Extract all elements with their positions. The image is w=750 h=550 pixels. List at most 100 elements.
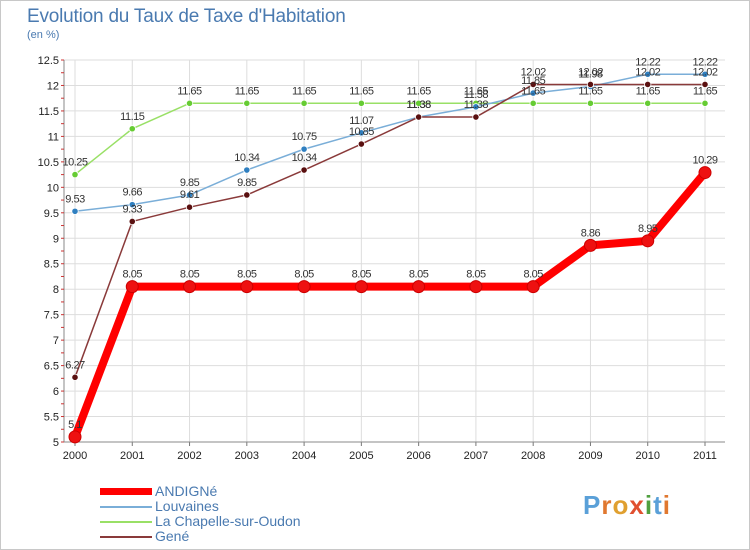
data-label: 11.38 <box>464 99 489 111</box>
data-point <box>243 191 251 199</box>
data-label: 11.65 <box>177 85 202 97</box>
data-label: 11.65 <box>464 85 489 97</box>
data-point <box>472 103 480 111</box>
x-tick-label: 2002 <box>177 450 201 462</box>
data-label: 9.66 <box>123 187 143 199</box>
y-tick-label: 12.5 <box>38 55 59 67</box>
y-tick-label: 11.5 <box>38 106 59 118</box>
legend-swatch-la-chapelle <box>100 520 152 523</box>
plot-area <box>64 60 725 442</box>
data-label: 12.02 <box>692 66 717 78</box>
data-label: 8.05 <box>466 269 486 281</box>
data-point <box>469 280 483 294</box>
x-tick-label: 2006 <box>406 450 430 462</box>
legend-label-gene: Gené <box>155 528 190 544</box>
data-point <box>526 280 540 294</box>
data-label: 10.34 <box>292 152 317 164</box>
chart-title: Evolution du Taux de Taxe d'Habitation <box>27 6 346 27</box>
data-point <box>586 80 595 89</box>
data-label: 9.85 <box>237 177 257 189</box>
data-point <box>701 99 709 107</box>
data-point <box>125 280 139 294</box>
data-point <box>357 129 365 137</box>
data-label: 12.02 <box>635 66 660 78</box>
logo-letter: P <box>583 490 602 520</box>
data-point <box>183 280 197 294</box>
data-point <box>641 234 655 248</box>
data-label: 11.65 <box>235 85 260 97</box>
logo-letter: r <box>601 490 613 520</box>
legend-label-andigne: ANDIGNé <box>155 483 218 499</box>
data-label: 9.53 <box>65 193 85 205</box>
data-label: 11.65 <box>578 85 603 97</box>
data-label: 9.85 <box>180 177 200 189</box>
y-tick-label: 10.5 <box>38 157 59 169</box>
x-tick-label: 2000 <box>63 450 87 462</box>
data-label: 8.05 <box>409 269 429 281</box>
y-tick-label: 5.5 <box>44 412 59 424</box>
y-tick-label: 8.5 <box>44 259 59 271</box>
data-label: 8.05 <box>237 269 257 281</box>
legend: ANDIGNé Louvaines La Chapelle-sur-Oudon … <box>100 484 301 544</box>
data-label: 11.85 <box>521 75 546 87</box>
y-tick-label: 7 <box>53 335 59 347</box>
logo-letter: x <box>629 490 645 520</box>
data-label: 11.07 <box>349 115 374 127</box>
x-tick-label: 2009 <box>578 450 602 462</box>
data-point <box>185 203 194 211</box>
x-tick-label: 2005 <box>349 450 373 462</box>
data-point <box>415 113 423 121</box>
data-label: 11.65 <box>407 85 432 97</box>
legend-item-gene: Gené <box>100 529 301 544</box>
y-tick-label: 11 <box>48 131 59 143</box>
legend-swatch-louvaines <box>100 505 152 508</box>
data-point <box>354 280 368 294</box>
data-point <box>71 207 79 215</box>
data-label: 11.38 <box>407 99 432 111</box>
logo-letter: i <box>662 490 671 520</box>
data-label: 11.65 <box>693 85 718 97</box>
series-line-0 <box>71 168 709 441</box>
data-point <box>529 99 537 107</box>
data-point <box>300 145 308 153</box>
data-label: 11.38 <box>407 99 432 111</box>
data-point <box>472 113 480 121</box>
data-point <box>185 191 194 199</box>
data-point <box>128 125 136 133</box>
data-point <box>583 238 597 252</box>
data-point <box>701 80 709 89</box>
x-tick-label: 2011 <box>693 450 717 462</box>
data-label: 8.05 <box>123 269 143 281</box>
x-tick-label: 2001 <box>120 450 144 462</box>
legend-swatch-gene <box>100 535 152 538</box>
data-point <box>701 70 709 78</box>
data-label: 11.58 <box>464 89 489 101</box>
data-label: 5.1 <box>68 419 82 431</box>
data-point <box>644 70 652 78</box>
data-label: 10.29 <box>692 155 717 167</box>
data-point <box>71 373 79 381</box>
y-tick-label: 6 <box>53 386 59 398</box>
legend-item-la-chapelle: La Chapelle-sur-Oudon <box>100 514 301 529</box>
data-label: 8.05 <box>523 269 543 281</box>
data-point <box>644 80 652 89</box>
y-tick-label: 5 <box>53 437 59 449</box>
legend-item-andigne: ANDIGNé <box>100 484 301 499</box>
legend-swatch-andigne <box>100 488 152 495</box>
series-line-3 <box>74 83 706 379</box>
data-point <box>529 80 537 89</box>
data-label: 10.85 <box>349 126 374 138</box>
data-point <box>586 99 595 107</box>
x-tick-label: 2003 <box>235 450 259 462</box>
data-point <box>698 166 712 180</box>
x-tick-label: 2010 <box>635 450 659 462</box>
y-tick-label: 10 <box>47 182 59 194</box>
y-tick-label: 9 <box>53 233 59 245</box>
proxiti-logo: Proxiti <box>583 490 671 521</box>
data-point <box>243 99 251 107</box>
chart-unit: (en %) <box>27 29 60 41</box>
data-point <box>529 89 537 97</box>
y-tick-label: 8 <box>53 284 59 296</box>
data-point <box>68 430 82 444</box>
data-point <box>300 166 308 174</box>
